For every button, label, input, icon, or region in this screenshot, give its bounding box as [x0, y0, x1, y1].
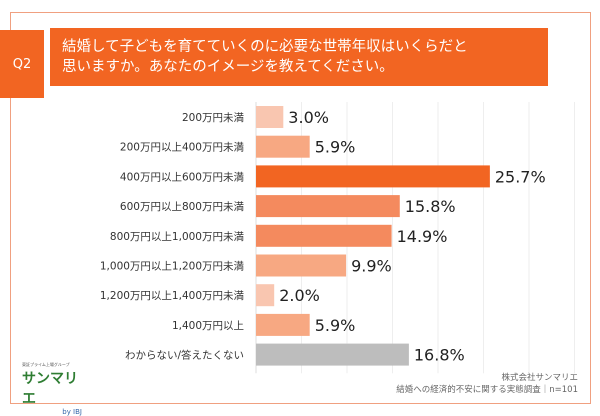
bar	[256, 106, 284, 128]
bar	[256, 313, 310, 336]
bar	[256, 135, 310, 158]
value-label: 5.9%	[315, 316, 356, 335]
category-label: 600万円以上800万円未満	[120, 201, 245, 213]
category-label: 1,000万円以上1,200万円未満	[100, 261, 245, 273]
value-label: 9.9%	[351, 257, 392, 276]
bar	[256, 254, 347, 277]
logo: 東証プライム上場グループ サンマリエ by IBJ	[22, 362, 82, 416]
bar	[256, 224, 392, 247]
category-label: 800万円以上1,000万円未満	[110, 231, 245, 243]
source-note: 株式会社サンマリエ 結婚への経済的不安に関する実態調査｜n=101	[396, 372, 578, 396]
bar	[256, 165, 490, 188]
question-number: Q2	[0, 30, 44, 98]
logo-name: サンマリエ	[22, 371, 78, 407]
value-label: 16.8%	[414, 346, 465, 365]
category-label: わからない/答えたくない	[125, 349, 244, 362]
category-label: 1,400万円以上	[172, 320, 244, 332]
value-label: 2.0%	[279, 286, 320, 305]
logo-by: by IBJ	[62, 408, 82, 416]
value-label: 25.7%	[495, 167, 546, 186]
bar	[256, 343, 409, 366]
value-label: 3.0%	[288, 108, 329, 127]
value-label: 14.9%	[397, 227, 448, 246]
source-survey: 結婚への経済的不安に関する実態調査｜n=101	[396, 385, 578, 395]
category-label: 1,200万円以上1,400万円未満	[100, 290, 245, 302]
logo-tagline: 東証プライム上場グループ	[22, 362, 70, 367]
value-label: 15.8%	[405, 197, 456, 216]
source-company: 株式会社サンマリエ	[501, 373, 578, 383]
category-label: 400万円以上600万円未満	[120, 171, 245, 183]
chart-frame	[10, 12, 591, 404]
bar	[256, 195, 400, 218]
question-text: 結婚して子どもを育てていくのに必要な世帯年収はいくらだと 思いますか。あなたのイ…	[50, 28, 548, 86]
category-label: 200万円未満	[182, 112, 245, 124]
value-label: 5.9%	[315, 138, 356, 157]
bar	[256, 284, 275, 307]
category-label: 200万円以上400万円未満	[120, 142, 245, 154]
question-line-2: 思いますか。あなたのイメージを教えてください。	[62, 59, 394, 75]
question-line-1: 結婚して子どもを育てていくのに必要な世帯年収はいくらだと	[62, 39, 468, 55]
